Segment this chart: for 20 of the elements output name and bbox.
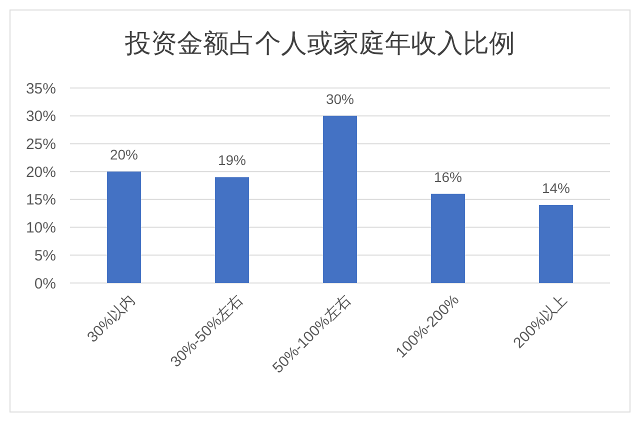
- y-tick-label: 15%: [26, 192, 56, 209]
- y-tick-label: 25%: [26, 136, 56, 153]
- y-tick-label: 5%: [34, 247, 56, 264]
- bar: [431, 194, 465, 283]
- x-tick-label: 30%以内: [84, 292, 139, 346]
- data-label: 16%: [434, 168, 462, 185]
- y-tick-label: 20%: [26, 164, 56, 181]
- data-label: 20%: [110, 146, 138, 163]
- bar: [215, 177, 249, 283]
- y-tick-label: 35%: [26, 80, 56, 98]
- bar: [539, 205, 573, 283]
- bar: [107, 172, 141, 283]
- chart-title: 投资金额占个人或家庭年收入比例: [124, 28, 515, 58]
- bar: [323, 116, 357, 283]
- y-tick-label: 30%: [26, 108, 56, 126]
- data-label: 19%: [218, 152, 246, 168]
- y-tick-label: 10%: [26, 220, 56, 237]
- data-label: 14%: [542, 180, 570, 196]
- y-tick-label: 0%: [34, 275, 56, 292]
- data-label: 30%: [326, 90, 354, 107]
